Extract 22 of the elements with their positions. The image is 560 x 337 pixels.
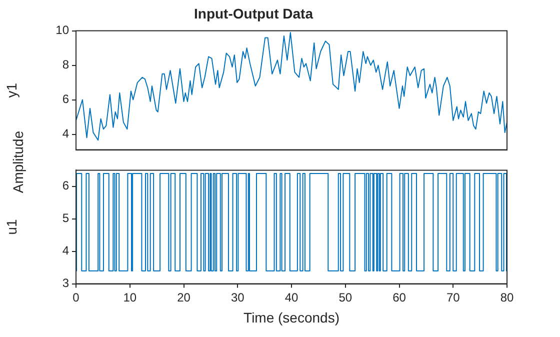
y-tick-label: 5 bbox=[62, 211, 70, 226]
chart-title: Input-Output Data bbox=[194, 5, 314, 22]
x-tick-label: 40 bbox=[284, 290, 298, 304]
x-tick-label: 30 bbox=[230, 290, 245, 304]
x-tick-label: 80 bbox=[500, 290, 514, 304]
x-tick-label: 0 bbox=[72, 290, 80, 304]
y-tick-label: 4 bbox=[62, 244, 70, 258]
y-axis-title: u1 bbox=[3, 219, 20, 235]
x-tick-label: 60 bbox=[392, 290, 406, 304]
y-tick-label: 10 bbox=[56, 23, 70, 38]
x-tick-label: 70 bbox=[446, 290, 460, 304]
y-tick-label: 8 bbox=[62, 58, 70, 72]
x-axis-title: Time (seconds) bbox=[244, 309, 340, 326]
y-tick-label: 6 bbox=[62, 178, 70, 193]
y-axis-title: y1 bbox=[3, 82, 20, 98]
y-tick-label: 4 bbox=[62, 126, 70, 141]
x-tick-label: 10 bbox=[123, 290, 137, 304]
x-tick-label: 20 bbox=[177, 290, 191, 304]
y-tick-label: 6 bbox=[62, 92, 70, 106]
x-tick-label: 50 bbox=[338, 290, 352, 304]
y-tick-label: 3 bbox=[62, 276, 70, 290]
text: Amplitude bbox=[10, 130, 26, 194]
